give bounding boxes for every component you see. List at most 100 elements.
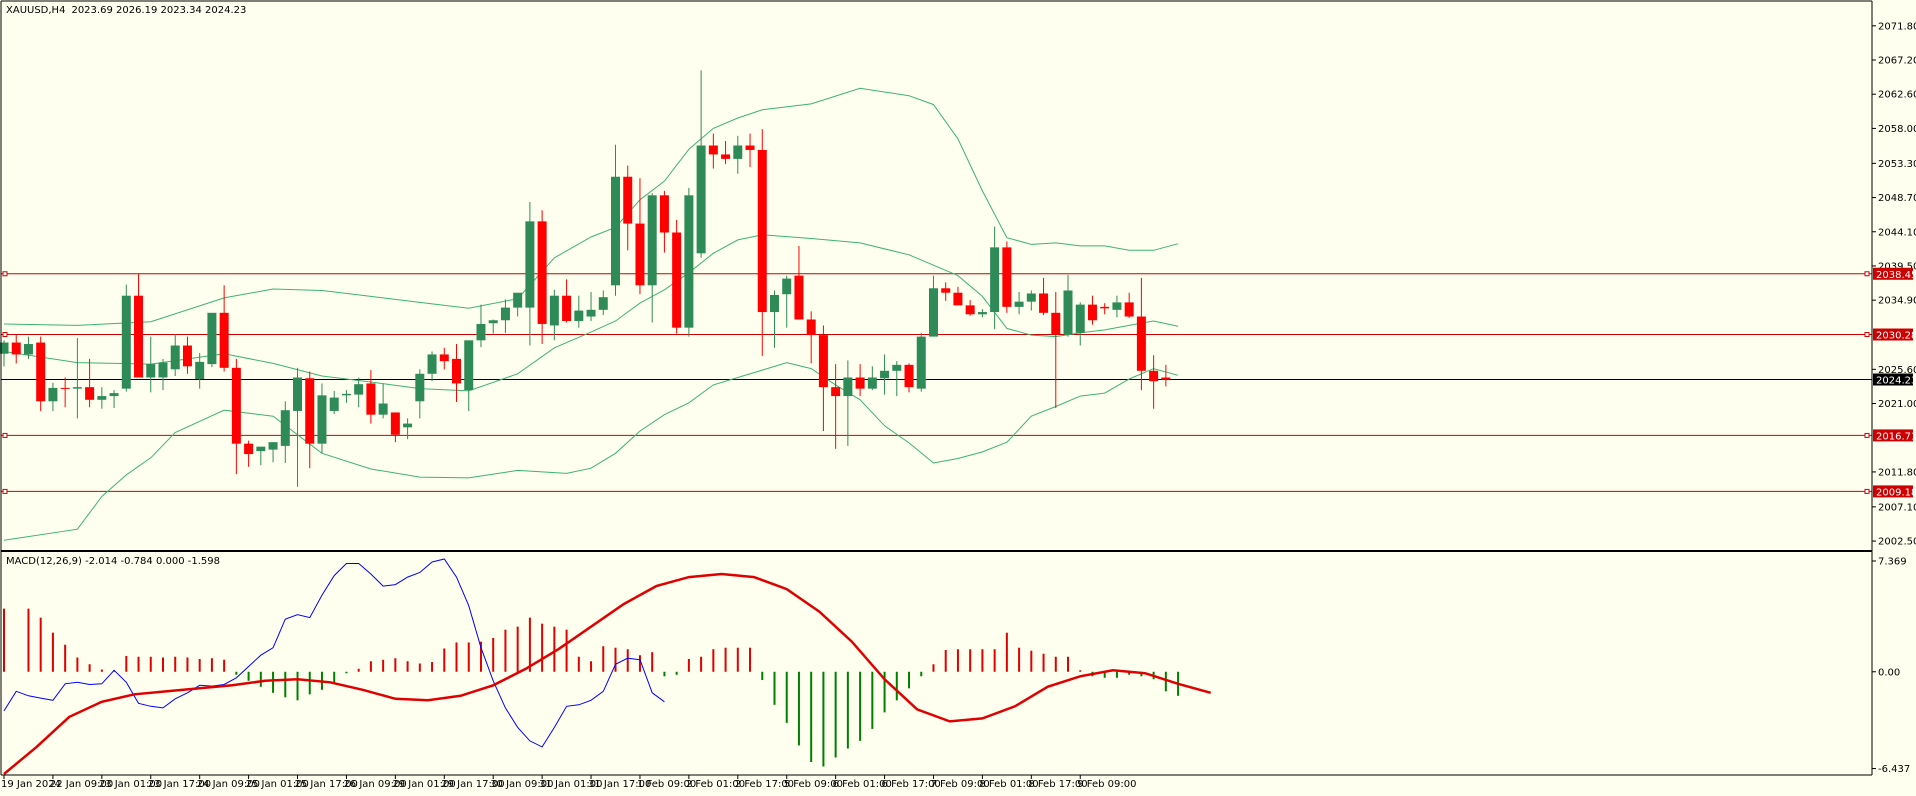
- candle-body[interactable]: [965, 305, 975, 315]
- candle-body[interactable]: [855, 377, 865, 389]
- candle-body[interactable]: [1075, 304, 1085, 333]
- price-pane[interactable]: [0, 70, 1872, 541]
- candle-body[interactable]: [109, 393, 119, 397]
- candle-body[interactable]: [953, 292, 963, 306]
- candle-body[interactable]: [219, 312, 229, 368]
- candle-body[interactable]: [256, 446, 266, 452]
- candle-body[interactable]: [782, 278, 792, 295]
- candle-body[interactable]: [941, 288, 951, 293]
- candle-body[interactable]: [390, 412, 400, 435]
- candle-body[interactable]: [60, 387, 70, 389]
- candle-body[interactable]: [549, 295, 559, 326]
- candle-body[interactable]: [659, 195, 669, 233]
- candle-body[interactable]: [0, 342, 9, 354]
- candle-body[interactable]: [1136, 316, 1146, 371]
- candle-body[interactable]: [1014, 301, 1024, 307]
- candle-body[interactable]: [231, 367, 241, 444]
- candle-body[interactable]: [170, 345, 180, 370]
- candle-body[interactable]: [1087, 304, 1097, 321]
- candle-body[interactable]: [1002, 247, 1012, 307]
- candle-body[interactable]: [207, 312, 217, 365]
- candle-body[interactable]: [354, 384, 364, 395]
- candle-body[interactable]: [611, 176, 620, 286]
- candle-body[interactable]: [464, 340, 474, 391]
- candle-body[interactable]: [733, 145, 743, 159]
- candles[interactable]: [0, 70, 1171, 487]
- candle-body[interactable]: [378, 403, 388, 415]
- candle-body[interactable]: [769, 294, 779, 313]
- candle-body[interactable]: [415, 373, 425, 402]
- candle-body[interactable]: [867, 377, 877, 389]
- candle-body[interactable]: [134, 295, 144, 378]
- candle-body[interactable]: [1051, 312, 1061, 335]
- candle-body[interactable]: [305, 378, 315, 444]
- candle-body[interactable]: [1026, 293, 1036, 302]
- candle-body[interactable]: [598, 297, 608, 310]
- candle-body[interactable]: [244, 443, 254, 455]
- candle-body[interactable]: [672, 232, 682, 328]
- candle-body[interactable]: [293, 377, 303, 411]
- candle-body[interactable]: [121, 295, 131, 389]
- candle-body[interactable]: [904, 364, 914, 388]
- candle-body[interactable]: [146, 364, 156, 378]
- candle-body[interactable]: [818, 335, 828, 388]
- candle-body[interactable]: [195, 361, 205, 379]
- candle-body[interactable]: [11, 342, 21, 355]
- candle-body[interactable]: [452, 358, 462, 384]
- candle-body[interactable]: [488, 320, 498, 324]
- candle-body[interactable]: [268, 442, 278, 450]
- candle-body[interactable]: [403, 423, 413, 428]
- candle-body[interactable]: [36, 342, 46, 402]
- candle-body[interactable]: [97, 396, 107, 400]
- candle-body[interactable]: [880, 370, 890, 379]
- candle-body[interactable]: [977, 312, 987, 315]
- candle-body[interactable]: [1149, 370, 1159, 382]
- candle-body[interactable]: [23, 344, 33, 355]
- candle-body[interactable]: [745, 145, 755, 150]
- candle-body[interactable]: [48, 387, 58, 402]
- candle-body[interactable]: [1063, 290, 1073, 335]
- candle-body[interactable]: [831, 387, 841, 397]
- candle-body[interactable]: [647, 195, 657, 286]
- candle-body[interactable]: [635, 223, 645, 286]
- candle-body[interactable]: [366, 383, 376, 415]
- candle-body[interactable]: [85, 387, 95, 400]
- candle-body[interactable]: [1124, 302, 1134, 317]
- candle-body[interactable]: [158, 362, 168, 378]
- candle-body[interactable]: [439, 354, 449, 362]
- candle-body[interactable]: [513, 292, 523, 308]
- candle-body[interactable]: [341, 393, 351, 396]
- candle-body[interactable]: [525, 221, 535, 308]
- candle-body[interactable]: [317, 395, 327, 444]
- candle-body[interactable]: [182, 345, 192, 367]
- candle-body[interactable]: [427, 354, 437, 374]
- candle-body[interactable]: [623, 176, 633, 224]
- candle-body[interactable]: [916, 336, 926, 389]
- candle-body[interactable]: [329, 397, 339, 411]
- candle-body[interactable]: [757, 149, 767, 313]
- candle-body[interactable]: [684, 195, 694, 328]
- candle-body[interactable]: [843, 377, 853, 397]
- candle-body[interactable]: [721, 154, 731, 159]
- candle-body[interactable]: [574, 310, 584, 321]
- candle-body[interactable]: [476, 323, 486, 341]
- candle-body[interactable]: [1112, 302, 1122, 310]
- candle-body[interactable]: [1100, 306, 1110, 309]
- candle-body[interactable]: [1161, 377, 1171, 380]
- candle-body[interactable]: [892, 364, 902, 371]
- candle-body[interactable]: [586, 309, 596, 317]
- candle-body[interactable]: [537, 221, 547, 324]
- candle-body[interactable]: [1039, 293, 1049, 313]
- candle-body[interactable]: [280, 410, 290, 446]
- macd-pane[interactable]: [3, 558, 1212, 775]
- candle-body[interactable]: [990, 247, 1000, 313]
- candle-body[interactable]: [794, 275, 804, 320]
- candle-body[interactable]: [928, 288, 938, 337]
- candle-body[interactable]: [806, 319, 816, 336]
- candle-body[interactable]: [500, 307, 510, 321]
- candle-body[interactable]: [696, 145, 706, 254]
- candle-body[interactable]: [708, 145, 718, 155]
- candle-body[interactable]: [72, 387, 82, 389]
- candle-body[interactable]: [562, 295, 572, 321]
